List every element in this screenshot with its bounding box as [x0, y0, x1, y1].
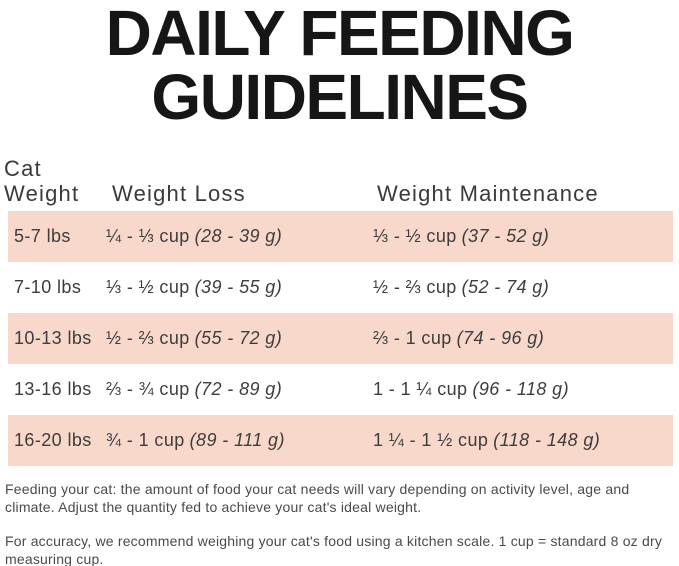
cat-weight-value: 16-20 lbs — [14, 430, 92, 450]
cup-range: ⅔ - ¾ cup — [106, 379, 190, 399]
column-header-cat-weight-line2: Weight — [4, 181, 80, 206]
gram-range: (37 - 52 g) — [461, 226, 550, 246]
footnotes: Feeding your cat: the amount of food you… — [5, 481, 667, 566]
weight-maintenance-value: ⅔ - 1 cup (74 - 96 g) — [373, 328, 673, 349]
weight-loss-value: ⅔ - ¾ cup (72 - 89 g) — [106, 379, 373, 400]
column-header-cat-weight: Cat Weight — [4, 156, 102, 206]
table-row: 13-16 lbs ⅔ - ¾ cup (72 - 89 g) 1 - 1 ¼ c… — [8, 364, 673, 415]
weight-loss-value: ½ - ⅔ cup (55 - 72 g) — [106, 328, 373, 349]
gram-range: (39 - 55 g) — [194, 277, 283, 297]
column-header-weight-loss: Weight Loss — [112, 181, 246, 206]
cup-range: ⅓ - ½ cup — [106, 277, 190, 297]
cup-range: ¼ - ⅓ cup — [106, 226, 190, 246]
weight-loss-value: ¼ - ⅓ cup (28 - 39 g) — [106, 226, 373, 247]
gram-range: (55 - 72 g) — [194, 328, 283, 348]
footnote-measuring-advice: For accuracy, we recommend weighing your… — [5, 533, 663, 566]
column-header-weight-maintenance: Weight Maintenance — [377, 181, 599, 206]
cat-weight-value: 7-10 lbs — [14, 277, 82, 297]
cup-range: ½ - ⅔ cup — [373, 277, 457, 297]
gram-range: (52 - 74 g) — [461, 277, 550, 297]
table-row: 5-7 lbs ¼ - ⅓ cup (28 - 39 g) ⅓ - ½ cup (3… — [8, 211, 673, 262]
weight-maintenance-value: 1 ¼ - 1 ½ cup (118 - 148 g) — [373, 430, 673, 451]
footnote-feeding-advice: Feeding your cat: the amount of food you… — [5, 481, 630, 515]
gram-range: (96 - 118 g) — [472, 379, 569, 399]
cat-weight-value: 5-7 lbs — [14, 226, 71, 246]
gram-range: (74 - 96 g) — [456, 328, 545, 348]
weight-maintenance-value: 1 - 1 ¼ cup (96 - 118 g) — [373, 379, 673, 400]
gram-range: (89 - 111 g) — [189, 430, 285, 450]
page-title-line2: GUIDELINES — [151, 61, 529, 133]
gram-range: (28 - 39 g) — [194, 226, 283, 246]
cup-range: 1 ¼ - 1 ½ cup — [373, 430, 489, 450]
gram-range: (72 - 89 g) — [194, 379, 283, 399]
cat-weight-value: 10-13 lbs — [14, 328, 92, 348]
cup-range: ⅔ - 1 cup — [373, 328, 452, 348]
cup-range: ½ - ⅔ cup — [106, 328, 190, 348]
cup-range: 1 - 1 ¼ cup — [373, 379, 468, 399]
weight-maintenance-value: ½ - ⅔ cup (52 - 74 g) — [373, 277, 673, 298]
table-header-row: Cat Weight Weight Loss Weight Maintenanc… — [4, 156, 673, 206]
weight-loss-value: ¾ - 1 cup (89 - 111 g) — [106, 430, 373, 451]
cat-weight-value: 13-16 lbs — [14, 379, 92, 399]
feeding-table: 5-7 lbs ¼ - ⅓ cup (28 - 39 g) ⅓ - ½ cup (3… — [8, 211, 673, 466]
page-title: DAILY FEEDING GUIDELINES — [0, 0, 679, 129]
table-row: 16-20 lbs ¾ - 1 cup (89 - 111 g) 1 ¼ - 1 … — [8, 415, 673, 466]
gram-range: (118 - 148 g) — [493, 430, 601, 450]
table-row: 10-13 lbs ½ - ⅔ cup (55 - 72 g) ⅔ - 1 cup… — [8, 313, 673, 364]
weight-maintenance-value: ⅓ - ½ cup (37 - 52 g) — [373, 226, 673, 247]
column-header-cat-weight-line1: Cat — [4, 156, 42, 181]
table-row: 7-10 lbs ⅓ - ½ cup (39 - 55 g) ½ - ⅔ cup(… — [8, 262, 673, 313]
page-title-line1: DAILY FEEDING — [105, 0, 575, 69]
cup-range: ⅓ - ½ cup — [373, 226, 457, 246]
weight-loss-value: ⅓ - ½ cup (39 - 55 g) — [106, 277, 373, 298]
cup-range: ¾ - 1 cup — [106, 430, 185, 450]
